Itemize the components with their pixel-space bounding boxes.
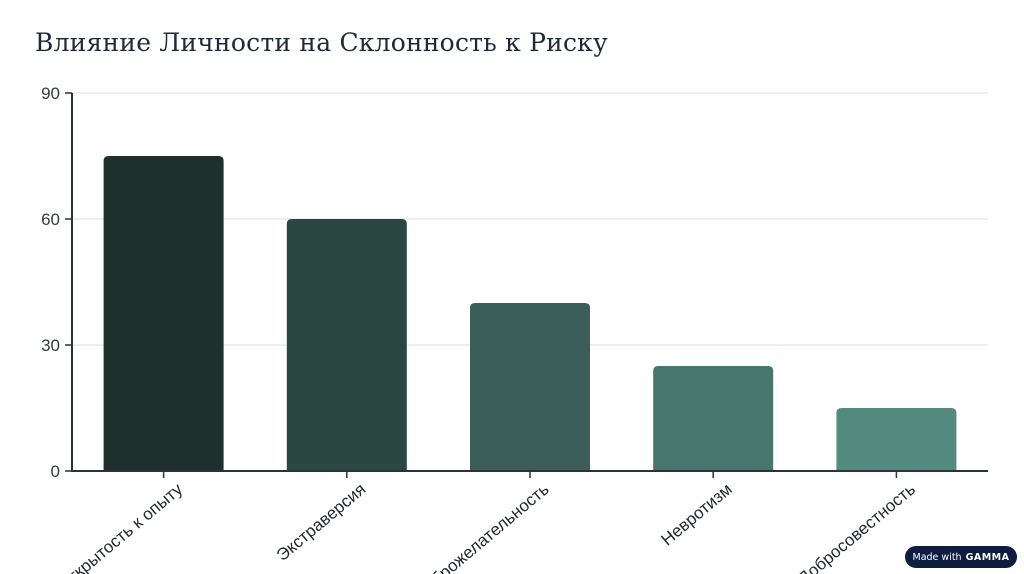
bar[interactable] — [103, 156, 224, 471]
made-with-gamma-badge[interactable]: Made with GAMMA — [905, 546, 1017, 568]
y-tick-label: 60 — [41, 210, 60, 229]
bar[interactable] — [836, 408, 957, 471]
chart-title: Влияние Личности на Склонность к Риску — [35, 28, 608, 57]
gamma-logo: GAMMA — [965, 551, 1010, 563]
badge-prefix: Made with — [912, 551, 962, 563]
x-category-label: Добросовестность — [795, 479, 920, 574]
bar[interactable] — [470, 303, 590, 471]
x-category-label: Открытость к опыту — [54, 479, 187, 574]
x-category-label: Экстраверсия — [273, 480, 369, 565]
y-tick-label: 90 — [41, 84, 60, 103]
y-tick-label: 0 — [51, 462, 60, 481]
y-tick-label: 30 — [41, 336, 60, 355]
bar[interactable] — [286, 219, 407, 471]
bar[interactable] — [653, 366, 774, 471]
x-category-label: Невротизм — [658, 480, 736, 550]
x-category-label: Доброжелательность — [412, 479, 553, 574]
